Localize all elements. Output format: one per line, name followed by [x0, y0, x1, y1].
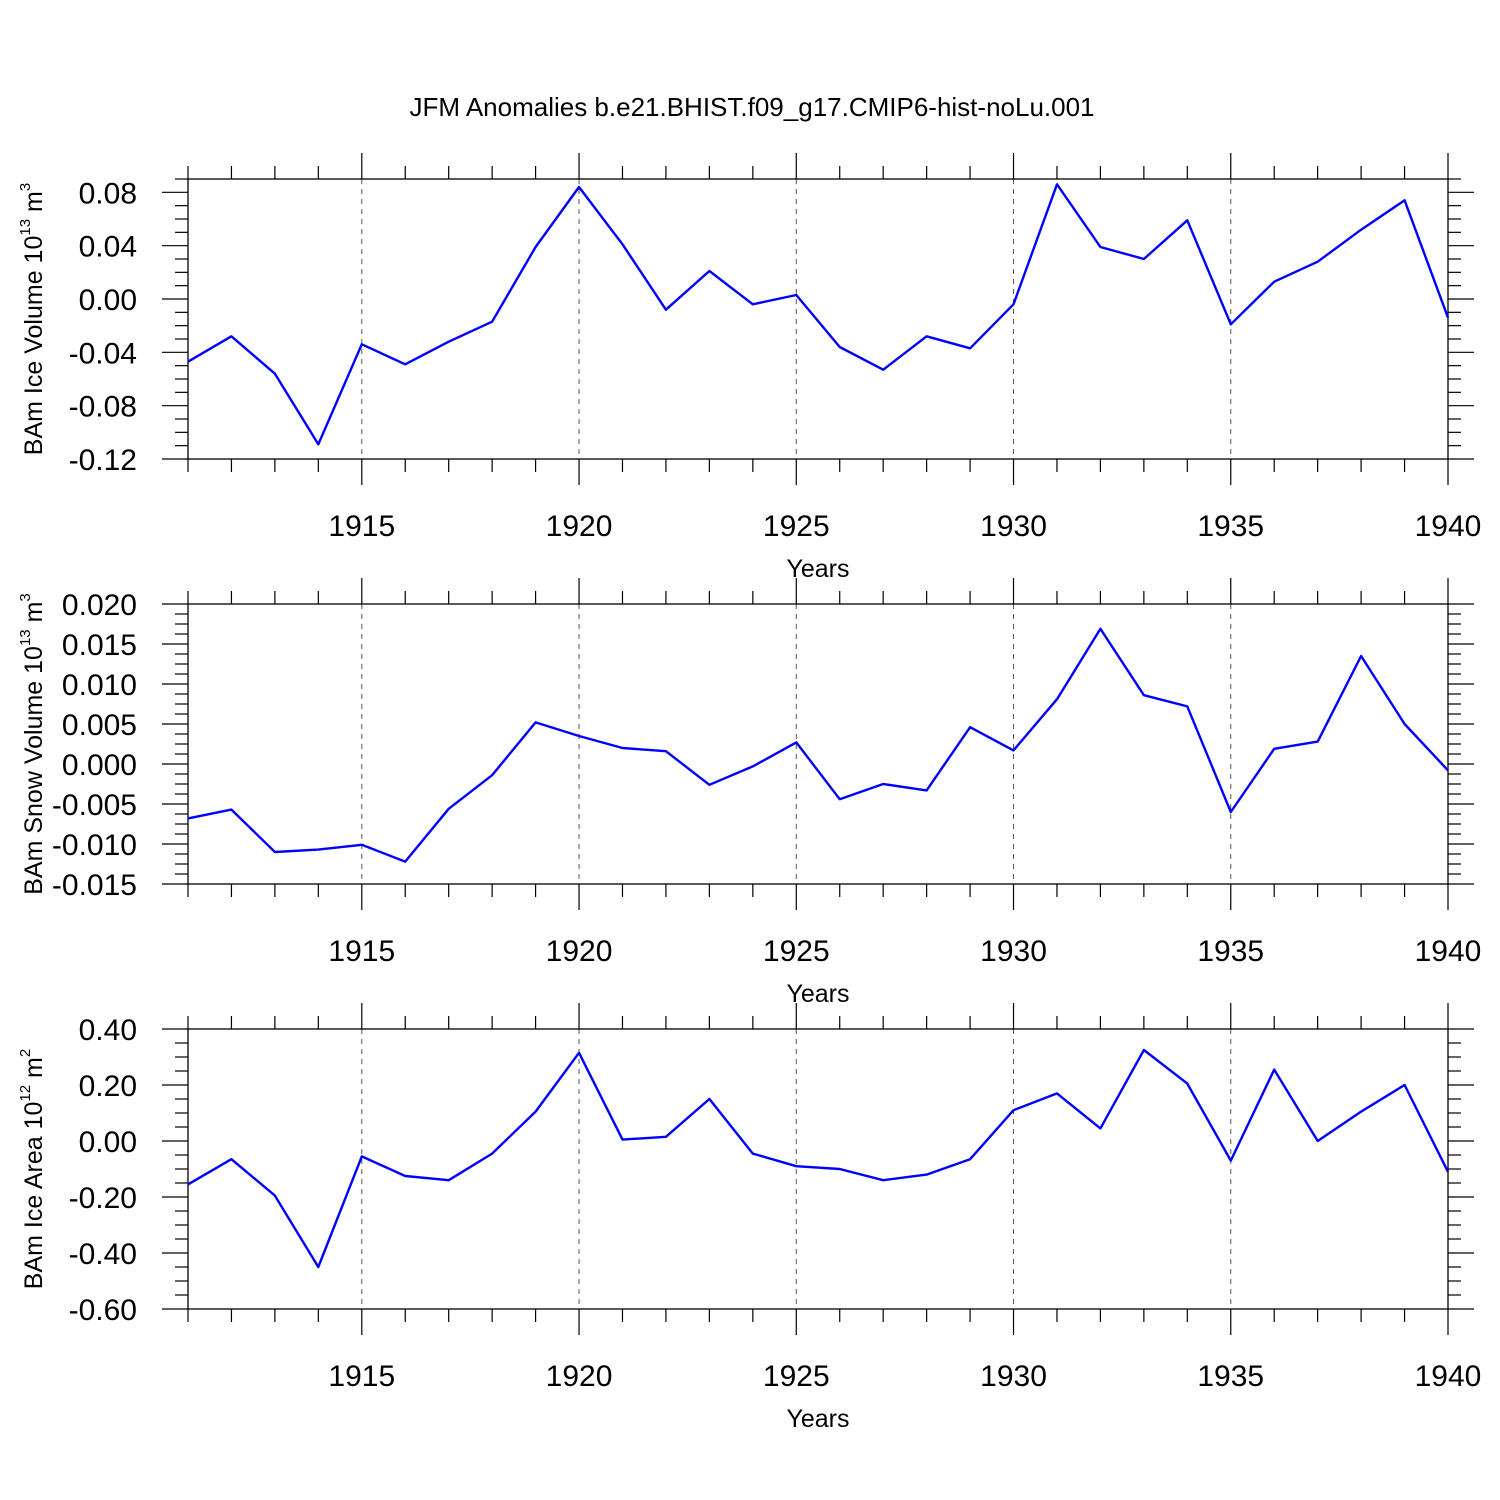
panel-3: -0.60 -0.40 -0.20 0.00 0.20 0.40 1915 1920 1925 1… — [17, 1003, 1481, 1433]
y-tick-label: 0.20 — [79, 1070, 137, 1103]
y-tick-label: 0.08 — [79, 177, 137, 210]
x-tick-label: 1930 — [980, 935, 1047, 968]
x-axis-label: Years — [786, 555, 849, 583]
x-tick-label: 1925 — [763, 1360, 830, 1393]
series-line — [187, 183, 1450, 446]
x-tick-label: 1935 — [1197, 1360, 1264, 1393]
x-tick-label: 1930 — [980, 1360, 1047, 1393]
y-tick-label: -0.08 — [69, 391, 137, 424]
x-axis-label: Years — [786, 980, 849, 1008]
x-tick-label: 1925 — [763, 935, 830, 968]
x-tick-label: 1920 — [546, 935, 613, 968]
y-tick-label: 0.000 — [62, 749, 137, 782]
x-tick-label: 1920 — [546, 510, 613, 543]
x-tick-label: 1940 — [1415, 510, 1482, 543]
y-tick-label: -0.015 — [52, 869, 137, 902]
y-tick-label: -0.60 — [69, 1294, 137, 1327]
x-tick-label: 1925 — [763, 510, 830, 543]
y-tick-label: -0.010 — [52, 829, 137, 862]
y-axis-label: BAm Ice Area 1012 m2 — [17, 1049, 48, 1289]
panel-2: -0.015 -0.010 -0.005 0.000 0.005 0.010 0.015 0.… — [17, 578, 1481, 1008]
y-tick-label: -0.04 — [69, 337, 137, 370]
x-tick-label: 1915 — [328, 935, 395, 968]
chart-title: JFM Anomalies b.e21.BHIST.f09_g17.CMIP6-… — [409, 92, 1094, 122]
x-tick-label: 1940 — [1415, 1360, 1482, 1393]
x-tick-label: 1935 — [1197, 935, 1264, 968]
y-tick-label: -0.20 — [69, 1182, 137, 1215]
y-axis-label: BAm Ice Volume 1013 m3 — [17, 183, 48, 455]
x-tick-label: 1940 — [1415, 935, 1482, 968]
y-tick-label: 0.00 — [79, 284, 137, 317]
series-line — [187, 1048, 1450, 1269]
y-tick-label: 0.010 — [62, 669, 137, 702]
x-tick-label: 1935 — [1197, 510, 1264, 543]
panel-1: -0.12 -0.08 -0.04 0.00 0.04 0.08 1915 1920 1925 1… — [17, 153, 1481, 583]
x-tick-label: 1915 — [328, 1360, 395, 1393]
plot-frame — [187, 1028, 1449, 1310]
plot-frame — [187, 603, 1449, 885]
plot-frame — [187, 178, 1449, 460]
y-axis-label: BAm Snow Volume 1013 m3 — [17, 593, 48, 895]
y-tick-label: -0.005 — [52, 789, 137, 822]
x-tick-label: 1930 — [980, 510, 1047, 543]
y-tick-label: -0.40 — [69, 1238, 137, 1271]
y-tick-label: -0.12 — [69, 444, 137, 477]
y-tick-label: 0.005 — [62, 709, 137, 742]
y-tick-label: 0.015 — [62, 629, 137, 662]
series-line — [187, 627, 1449, 863]
y-tick-label: 0.020 — [62, 589, 137, 622]
y-tick-label: 0.04 — [79, 231, 137, 264]
y-tick-label: 0.00 — [79, 1126, 137, 1159]
x-axis-label: Years — [786, 1405, 849, 1433]
x-tick-label: 1920 — [546, 1360, 613, 1393]
x-tick-label: 1915 — [328, 510, 395, 543]
y-tick-label: 0.40 — [79, 1014, 137, 1047]
chart-panels: -0.12 -0.08 -0.04 0.00 0.04 0.08 1915 1920 1925 1… — [17, 153, 1481, 1433]
